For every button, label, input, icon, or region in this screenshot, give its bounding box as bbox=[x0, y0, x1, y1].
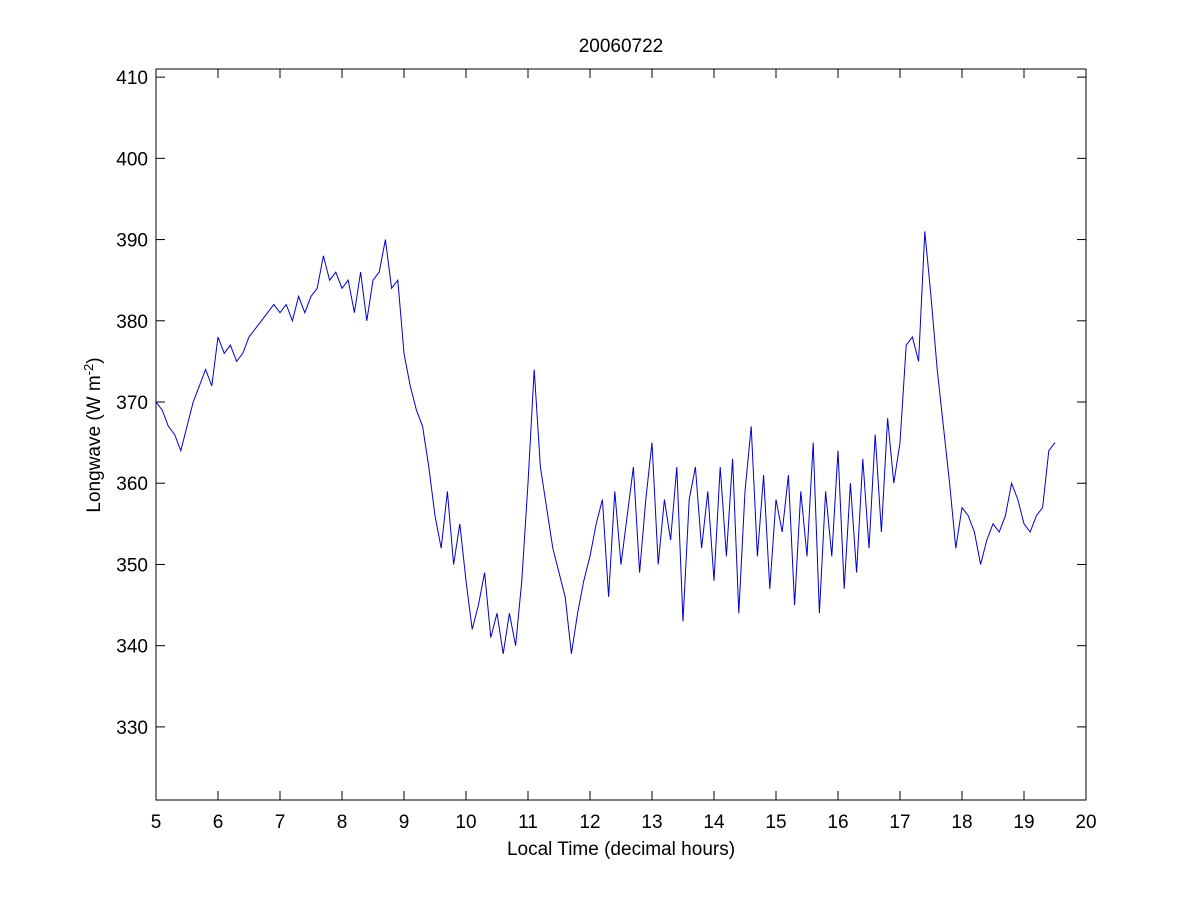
x-tick-label: 19 bbox=[1013, 812, 1034, 833]
x-tick-label: 13 bbox=[641, 812, 662, 833]
x-tick-label: 12 bbox=[579, 812, 600, 833]
y-tick-label: 390 bbox=[116, 231, 148, 252]
x-tick-label: 11 bbox=[518, 812, 538, 833]
y-axis-label-main: Longwave (W m bbox=[84, 375, 105, 512]
y-tick-label: 340 bbox=[116, 637, 148, 658]
y-tick-label: 380 bbox=[116, 312, 148, 333]
x-tick-label: 20 bbox=[1075, 812, 1096, 833]
chart-title: 20060722 bbox=[579, 36, 664, 57]
y-tick-label: 370 bbox=[116, 393, 148, 414]
x-tick-label: 6 bbox=[213, 812, 224, 833]
x-tick-label: 9 bbox=[399, 812, 410, 833]
x-tick-label: 18 bbox=[951, 812, 972, 833]
x-tick-label: 10 bbox=[455, 812, 476, 833]
y-axis-label-sup: -2 bbox=[81, 364, 96, 376]
x-tick-label: 5 bbox=[151, 812, 162, 833]
y-tick-label: 350 bbox=[116, 555, 148, 576]
x-tick-label: 17 bbox=[889, 812, 910, 833]
x-axis-ticks: 5 6 7 8 9 10 11 12 13 14 15 16 17 18 19 20 bbox=[151, 69, 1097, 833]
x-tick-label: 15 bbox=[765, 812, 786, 833]
x-tick-label: 8 bbox=[337, 812, 348, 833]
y-tick-label: 360 bbox=[116, 474, 148, 495]
y-tick-label: 410 bbox=[116, 68, 148, 89]
y-axis-ticks: 330 340 350 360 370 380 390 400 410 bbox=[116, 68, 1086, 739]
y-tick-label: 400 bbox=[116, 149, 148, 170]
x-tick-label: 7 bbox=[275, 812, 286, 833]
series-line bbox=[155, 231, 1056, 654]
x-tick-label: 14 bbox=[703, 812, 725, 833]
y-axis-label-close: ) bbox=[84, 357, 105, 363]
y-axis-label: Longwave (W m-2) bbox=[81, 357, 105, 512]
plot-area bbox=[155, 68, 1087, 801]
x-tick-label: 16 bbox=[827, 812, 848, 833]
x-axis-label: Local Time (decimal hours) bbox=[507, 839, 735, 860]
y-tick-label: 330 bbox=[116, 718, 148, 739]
